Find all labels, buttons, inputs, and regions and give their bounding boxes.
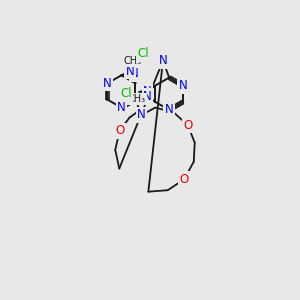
- Text: N: N: [159, 54, 167, 67]
- Text: N: N: [117, 101, 126, 114]
- Text: Cl: Cl: [120, 87, 132, 100]
- Text: O: O: [179, 173, 189, 186]
- Text: Cl: Cl: [137, 47, 149, 60]
- Text: N: N: [130, 67, 139, 80]
- Text: O: O: [115, 124, 124, 137]
- Text: O: O: [183, 118, 192, 132]
- Text: N: N: [143, 85, 152, 98]
- Text: N: N: [103, 77, 112, 90]
- Text: N: N: [137, 108, 146, 122]
- Text: N: N: [143, 90, 152, 103]
- Text: N: N: [179, 79, 188, 92]
- Text: CH₃: CH₃: [128, 94, 146, 104]
- Text: N: N: [126, 65, 135, 78]
- Text: CH₃: CH₃: [124, 56, 142, 66]
- Text: N: N: [165, 103, 173, 116]
